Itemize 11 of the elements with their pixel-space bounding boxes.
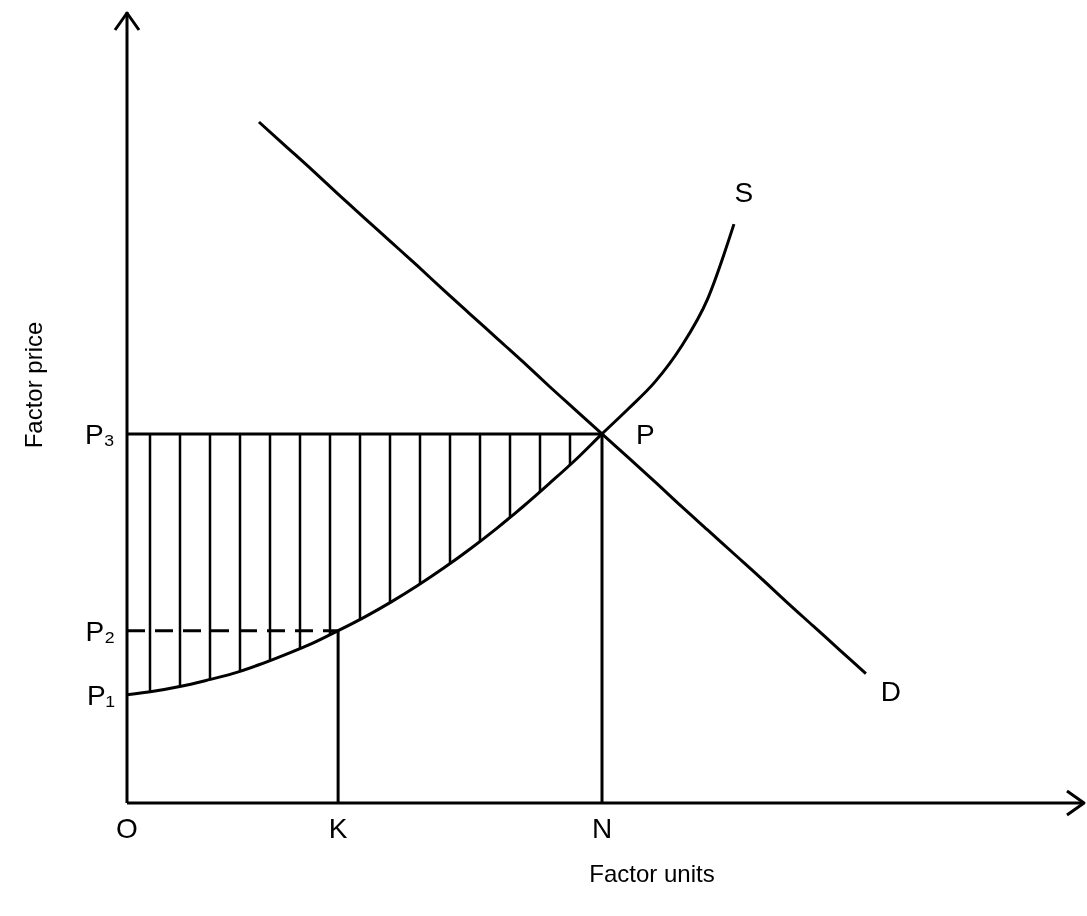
series-label: D xyxy=(880,675,902,707)
x-axis-title: Factor units xyxy=(589,860,715,887)
annotation: P₂ xyxy=(85,615,115,647)
series-label: S xyxy=(734,177,754,209)
x-tick-label: O xyxy=(116,813,138,844)
annotation: P₃ xyxy=(84,418,115,450)
x-tick-label: N xyxy=(591,813,613,844)
annotation: P₁ xyxy=(86,679,115,711)
y-axis-title: Factor price xyxy=(20,321,47,449)
annotation: P xyxy=(636,418,655,450)
x-tick-label: K xyxy=(328,813,348,844)
